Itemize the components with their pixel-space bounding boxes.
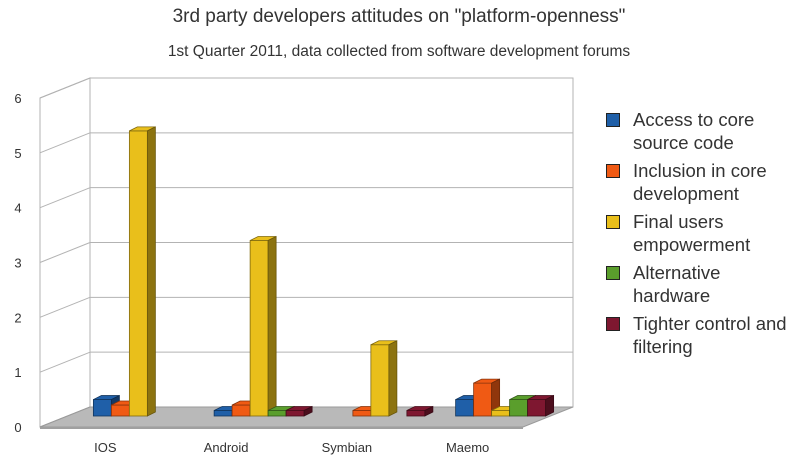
x-category-label: Symbian	[322, 440, 373, 455]
legend-swatch	[606, 317, 620, 331]
bar-front	[509, 399, 529, 417]
gridline-side	[39, 351, 91, 373]
bar-side	[146, 126, 156, 417]
y-tick-label: 4	[14, 201, 21, 216]
bar-front	[352, 410, 372, 417]
bar-front	[128, 130, 148, 417]
y-tick-label: 0	[14, 420, 21, 435]
bar-front	[527, 399, 547, 417]
legend-label: Access to core source code	[633, 109, 755, 153]
bar-front	[370, 344, 390, 417]
bar-2-2	[370, 340, 398, 417]
bar-front	[285, 410, 305, 417]
bar-1-2	[249, 235, 277, 417]
chart-title: 3rd party developers attitudes on "platf…	[172, 6, 626, 27]
bar-1-4	[285, 405, 313, 417]
bar-side	[303, 405, 313, 417]
bar-side	[267, 235, 277, 417]
bar-front	[213, 410, 233, 417]
y-tick-label: 5	[14, 146, 21, 161]
legend-label: Final users empowerment	[633, 211, 751, 255]
bar-front	[473, 382, 493, 417]
bar-0-2	[128, 126, 156, 417]
bar-front	[231, 404, 251, 417]
y-tick-label: 2	[14, 310, 21, 325]
legend-label: Alternative hardware	[633, 262, 721, 306]
legend-item: Access to core source code	[606, 108, 796, 159]
bar-front	[110, 404, 130, 417]
x-category-label: IOS	[94, 440, 117, 455]
bars-group	[92, 126, 555, 417]
legend-item: Final users empowerment	[606, 210, 796, 261]
legend-item: Alternative hardware	[606, 261, 796, 312]
bar-front	[406, 410, 426, 417]
bar-side	[424, 405, 434, 417]
gridline-side	[39, 132, 91, 154]
legend-label: Inclusion in core development	[633, 160, 767, 204]
legend-label: Tighter control and filtering	[633, 313, 787, 357]
bar-front	[267, 410, 287, 417]
y-tick-label: 3	[14, 256, 21, 271]
legend-item: Inclusion in core development	[606, 159, 796, 210]
y-tick-label: 6	[14, 91, 21, 106]
gridline-side	[39, 187, 91, 209]
bar-2-4	[406, 405, 434, 417]
bar-front	[249, 240, 269, 417]
bar-side	[545, 394, 555, 417]
x-category-label: Android	[204, 440, 249, 455]
chart-legend: Access to core source code Inclusion in c…	[606, 108, 796, 363]
legend-swatch	[606, 113, 620, 127]
x-category-label: Maemo	[446, 440, 489, 455]
legend-swatch	[606, 164, 620, 178]
legend-swatch	[606, 266, 620, 280]
bar-front	[455, 399, 475, 417]
chart-subtitle: 1st Quarter 2011, data collected from so…	[167, 43, 631, 60]
bar-side	[388, 340, 398, 417]
gridline-side	[39, 242, 91, 263]
bar-3-4	[527, 394, 555, 417]
y-tick-label: 1	[14, 365, 21, 380]
legend-swatch	[606, 215, 620, 229]
gridline-side	[39, 77, 91, 99]
bar-front	[92, 399, 112, 417]
bar-front	[491, 410, 511, 417]
bar-3-1	[473, 378, 501, 417]
gridline-side	[39, 296, 91, 318]
chart-floor-edge	[40, 427, 523, 429]
legend-item: Tighter control and filtering	[606, 312, 796, 363]
